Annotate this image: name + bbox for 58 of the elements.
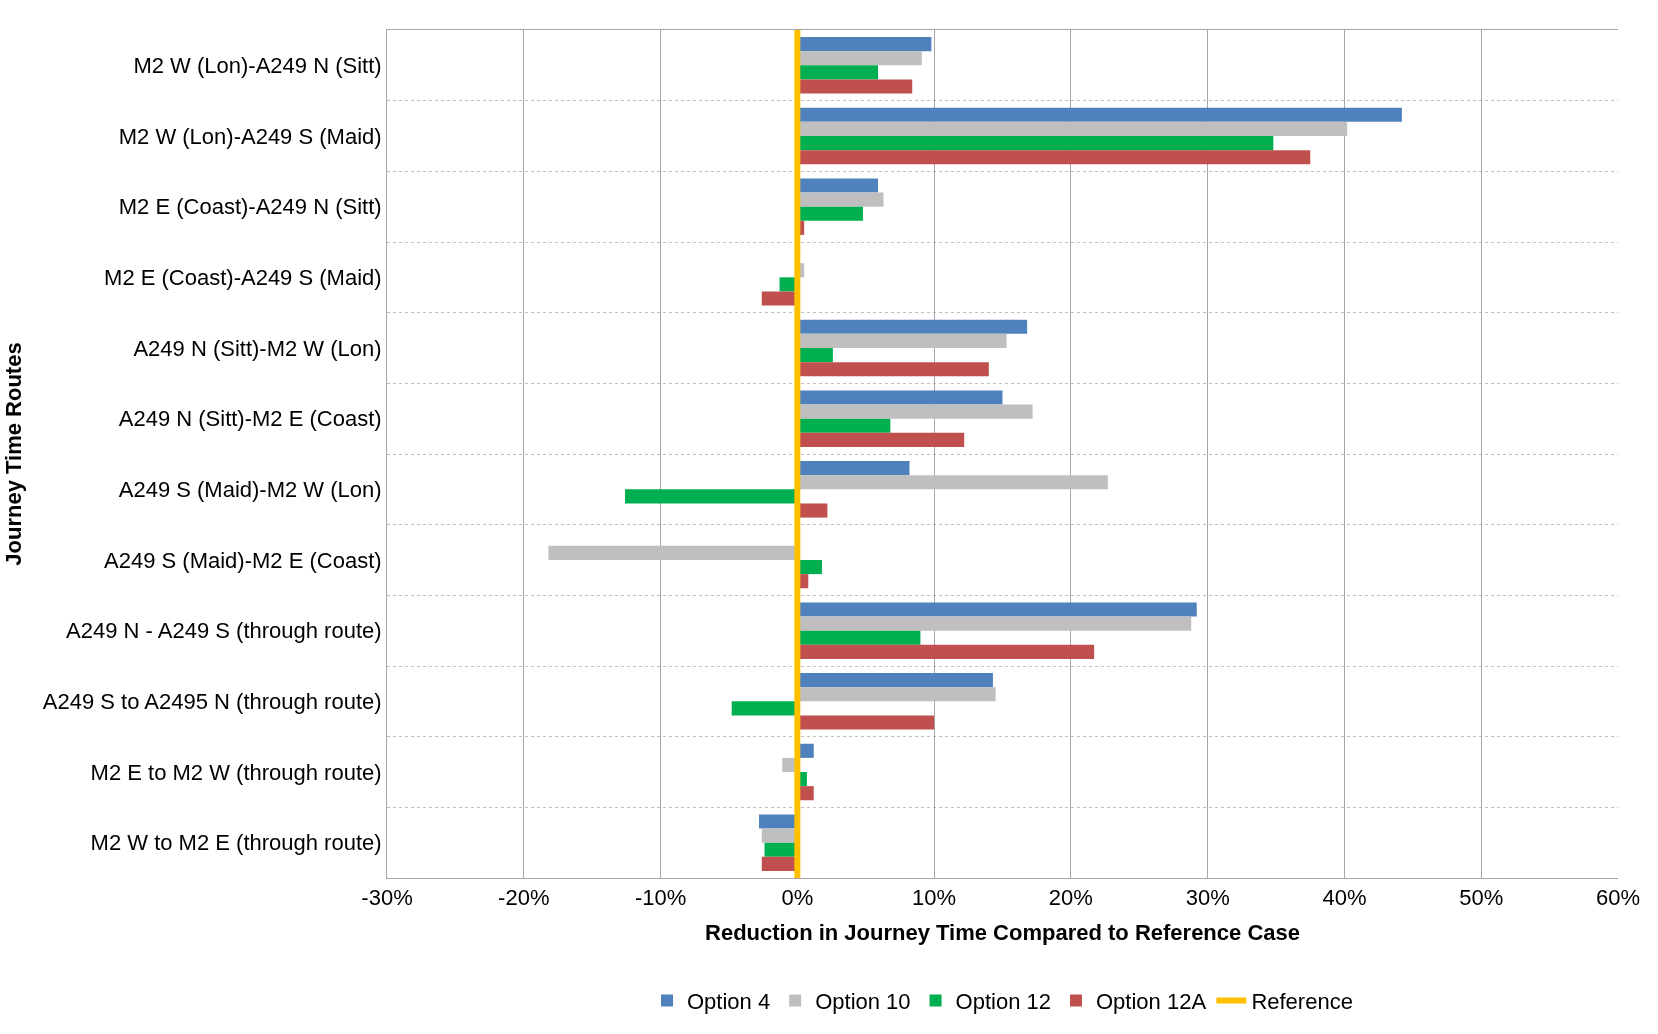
- y-tick-label: M2 W to M2 E (through route): [90, 830, 382, 856]
- y-tick-label: A249 N - A249 S (through route): [66, 618, 382, 644]
- bar: [797, 715, 935, 730]
- x-axis-title: Reduction in Journey Time Compared to Reference Case: [705, 920, 1300, 946]
- bar: [797, 150, 1311, 165]
- bar: [797, 333, 1007, 348]
- y-tick-label: A249 N (Sitt)-M2 W (Lon): [133, 335, 382, 361]
- y-tick-label: M2 E (Coast)-A249 S (Maid): [104, 265, 382, 291]
- x-tick-label: 10%: [912, 885, 957, 911]
- bar: [797, 192, 884, 207]
- bar: [797, 178, 879, 193]
- y-tick-label: A249 S (Maid)-M2 W (Lon): [118, 477, 382, 503]
- bar: [797, 362, 989, 377]
- x-tick-label: 0%: [781, 885, 814, 911]
- bar: [797, 348, 833, 363]
- bar: [797, 673, 993, 688]
- legend-label: Option 12: [955, 989, 1051, 1015]
- bar: [797, 432, 965, 447]
- y-tick-label: M2 W (Lon)-A249 S (Maid): [118, 123, 382, 149]
- x-tick-label: -30%: [361, 885, 413, 911]
- y-tick-label: A249 S (Maid)-M2 E (Coast): [104, 547, 382, 573]
- bar: [797, 461, 910, 476]
- bar: [797, 319, 1028, 334]
- bar: [797, 37, 932, 52]
- bar: [797, 136, 1274, 151]
- legend-label: Option 10: [815, 989, 911, 1015]
- y-tick-label: M2 E to M2 W (through route): [90, 759, 382, 785]
- bar: [797, 503, 828, 518]
- bar: [797, 51, 922, 66]
- y-tick-label: M2 E (Coast)-A249 N (Sitt): [118, 194, 382, 220]
- bar: [797, 404, 1033, 419]
- bar: [797, 602, 1197, 617]
- x-tick-label: 50%: [1459, 885, 1504, 911]
- bar: [797, 65, 879, 80]
- bar: [797, 644, 1095, 659]
- legend-label: Option 4: [687, 989, 771, 1015]
- y-tick-label: A249 N (Sitt)-M2 E (Coast): [118, 406, 382, 432]
- bar: [797, 616, 1192, 631]
- bar: [797, 475, 1108, 490]
- bar: [797, 206, 863, 221]
- bar: [797, 79, 913, 94]
- bar: [797, 630, 921, 645]
- x-tick-label: -10%: [634, 885, 687, 911]
- x-tick-label: 20%: [1048, 885, 1093, 911]
- legend-label: Reference: [1251, 989, 1353, 1015]
- bar: [797, 390, 1003, 405]
- x-tick-label: 60%: [1595, 885, 1641, 911]
- x-tick-label: -20%: [498, 885, 550, 911]
- x-tick-label: 40%: [1322, 885, 1367, 911]
- bar: [797, 687, 996, 702]
- x-tick-label: 30%: [1185, 885, 1230, 911]
- bar: [797, 107, 1402, 122]
- y-tick-label: A249 S to A2495 N (through route): [42, 689, 382, 715]
- bar: [797, 121, 1348, 136]
- bar: [797, 418, 891, 433]
- y-axis-title: Journey Time Routes: [0, 342, 26, 566]
- y-tick-label: M2 W (Lon)-A249 N (Sitt): [133, 53, 382, 79]
- legend-label: Option 12A: [1095, 989, 1207, 1015]
